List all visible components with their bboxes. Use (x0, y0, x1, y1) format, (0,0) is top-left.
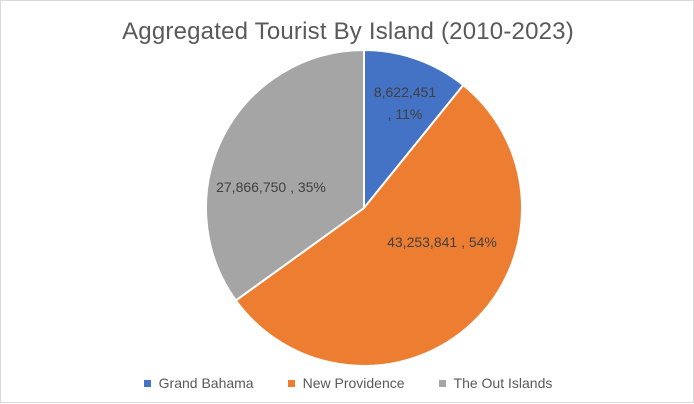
chart-title: Aggregated Tourist By Island (2010-2023) (122, 18, 574, 45)
pie-slice-the-out-islands (205, 49, 365, 302)
legend-item-new-providence: New Providence (287, 375, 405, 391)
pie-slices (205, 49, 523, 367)
legend-swatch-the-out-islands (438, 379, 446, 387)
pie-slice-grand-bahama (363, 49, 465, 209)
data-label-the-out-islands: 27,866,750 , 35% (216, 179, 326, 195)
legend-label-the-out-islands: The Out Islands (453, 375, 553, 391)
legend-swatch-grand-bahama (143, 379, 151, 387)
data-label-new-providence: 43,253,841 , 54% (387, 234, 497, 250)
data-label-grand-bahama: 8,622,451, 11% (374, 84, 436, 122)
legend-item-grand-bahama: Grand Bahama (143, 375, 254, 391)
legend-label-grand-bahama: Grand Bahama (158, 375, 254, 391)
legend-label-new-providence: New Providence (302, 375, 405, 391)
pie-data-labels: 8,622,451, 11% 43,253,841 , 54% 27,866,750… (216, 84, 497, 250)
pie-slice-new-providence (234, 84, 523, 367)
chart-legend: Grand Bahama New Providence The Out Isla… (1, 375, 694, 391)
legend-item-the-out-islands: The Out Islands (438, 375, 553, 391)
legend-swatch-new-providence (287, 379, 295, 387)
